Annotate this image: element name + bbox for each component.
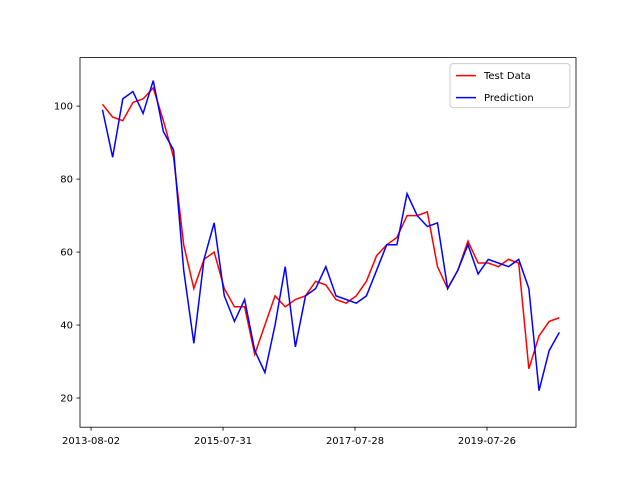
x-tick-label: 2015-07-31	[194, 436, 252, 447]
y-tick-label: 80	[60, 175, 73, 186]
y-tick-label: 20	[60, 394, 73, 405]
line	[101, 86, 560, 370]
x-tick-label: 2019-07-26	[458, 436, 516, 447]
y-tick-label: 100	[54, 102, 73, 113]
y-tick-label: 40	[60, 321, 73, 332]
line	[101, 80, 560, 391]
legend-label: Prediction	[484, 93, 534, 104]
plot-frame	[79, 57, 577, 428]
legend-box	[449, 63, 571, 109]
y-tick-label: 60	[60, 248, 73, 259]
x-tick-label: 2017-07-28	[326, 436, 384, 447]
legend-label: Test Data	[483, 71, 531, 82]
x-tick-label: 2013-08-02	[62, 436, 120, 447]
